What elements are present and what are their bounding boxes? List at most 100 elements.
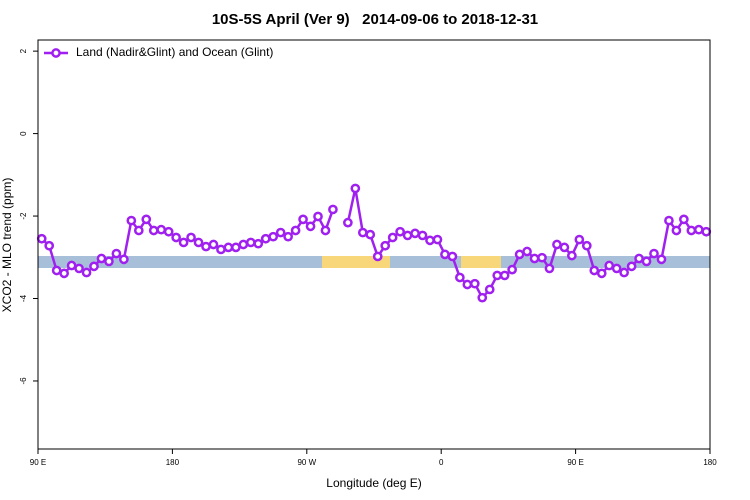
data-point (365, 229, 376, 240)
data-point (484, 284, 495, 295)
data-point (238, 239, 249, 250)
data-point (664, 215, 674, 226)
data-point (126, 215, 137, 226)
data-point (193, 237, 204, 248)
data-point (619, 267, 629, 278)
data-point (522, 246, 532, 257)
data-point (432, 234, 443, 245)
data-point (462, 279, 473, 290)
y-axis-label: XCO2 - MLO trend (ppm) (0, 178, 14, 313)
data-point (402, 230, 413, 241)
data-point (447, 251, 458, 262)
data-point (387, 232, 398, 243)
x-tick-label: 90 E (30, 458, 46, 467)
data-point (656, 254, 667, 265)
data-point (275, 227, 286, 238)
data-point (529, 253, 540, 264)
data-point (343, 217, 353, 228)
data-point (477, 292, 488, 303)
data-point (679, 214, 689, 225)
data-point (89, 261, 99, 272)
y-tick-label: -4 (19, 294, 28, 302)
plot-frame (37, 39, 711, 450)
data-point (604, 260, 615, 271)
data-point (649, 248, 659, 259)
data-point (492, 270, 503, 281)
data-point (51, 265, 62, 276)
data-point (514, 249, 525, 260)
land-strip (322, 256, 390, 268)
data-point (119, 254, 129, 265)
data-point (581, 240, 592, 251)
data-point (425, 235, 435, 246)
data-point (410, 228, 420, 239)
data-point (544, 263, 555, 274)
data-point (111, 248, 122, 259)
data-point (186, 232, 196, 243)
land-strip (461, 256, 501, 268)
y-tick-label: 2 (19, 48, 28, 53)
data-point (253, 238, 264, 249)
data-point (305, 221, 316, 232)
data-point (74, 263, 84, 274)
data-point (395, 226, 405, 237)
data-point (634, 253, 644, 264)
data-point (596, 268, 607, 279)
data-point (208, 239, 219, 250)
data-point (298, 214, 308, 225)
data-point (223, 242, 234, 253)
data-point (589, 265, 600, 276)
y-tick-label: -2 (19, 212, 28, 220)
data-point (66, 260, 77, 271)
x-tick-label: 90 W (297, 458, 316, 467)
data-point (171, 232, 181, 243)
data-point (574, 234, 585, 245)
data-point (469, 278, 480, 289)
data-point (507, 264, 517, 275)
data-point (611, 263, 622, 274)
data-point (455, 272, 465, 283)
data-point (626, 261, 637, 272)
data-point (44, 240, 55, 251)
data-point (133, 225, 144, 236)
data-point (81, 267, 92, 278)
data-point (231, 242, 241, 253)
data-point (268, 231, 279, 242)
x-tick-label: 0 (439, 458, 444, 467)
data-point (245, 237, 256, 248)
y-tick-label: -6 (19, 377, 28, 385)
data-point (148, 225, 159, 236)
data-point (641, 256, 652, 267)
data-point (499, 270, 510, 281)
data-point (36, 233, 47, 244)
data-point (201, 241, 211, 252)
data-point (357, 227, 368, 238)
data-point (260, 233, 271, 244)
x-axis-label: Longitude (deg E) (326, 476, 421, 490)
data-point (693, 224, 704, 235)
data-point (686, 225, 697, 236)
data-point (320, 225, 331, 236)
data-point (552, 239, 562, 250)
data-point (372, 251, 383, 262)
legend-marker (51, 48, 61, 58)
data-point (216, 244, 226, 255)
y-tick-label: 0 (19, 131, 28, 136)
data-point (104, 256, 114, 267)
data-point (156, 224, 167, 235)
data-point (350, 183, 361, 194)
x-tick-label: 90 E (567, 458, 583, 467)
data-point (380, 240, 391, 251)
data-point (283, 231, 293, 242)
data-point (440, 249, 450, 260)
chart-title: 10S-5S April (Ver 9) 2014-09-06 to 2018-… (212, 11, 538, 28)
data-point (671, 225, 682, 236)
data-point (141, 214, 152, 225)
data-point (313, 211, 323, 222)
data-point (178, 237, 189, 248)
data-point (59, 268, 69, 279)
data-point (567, 250, 577, 261)
data-point (537, 252, 547, 263)
data-point (559, 242, 570, 253)
